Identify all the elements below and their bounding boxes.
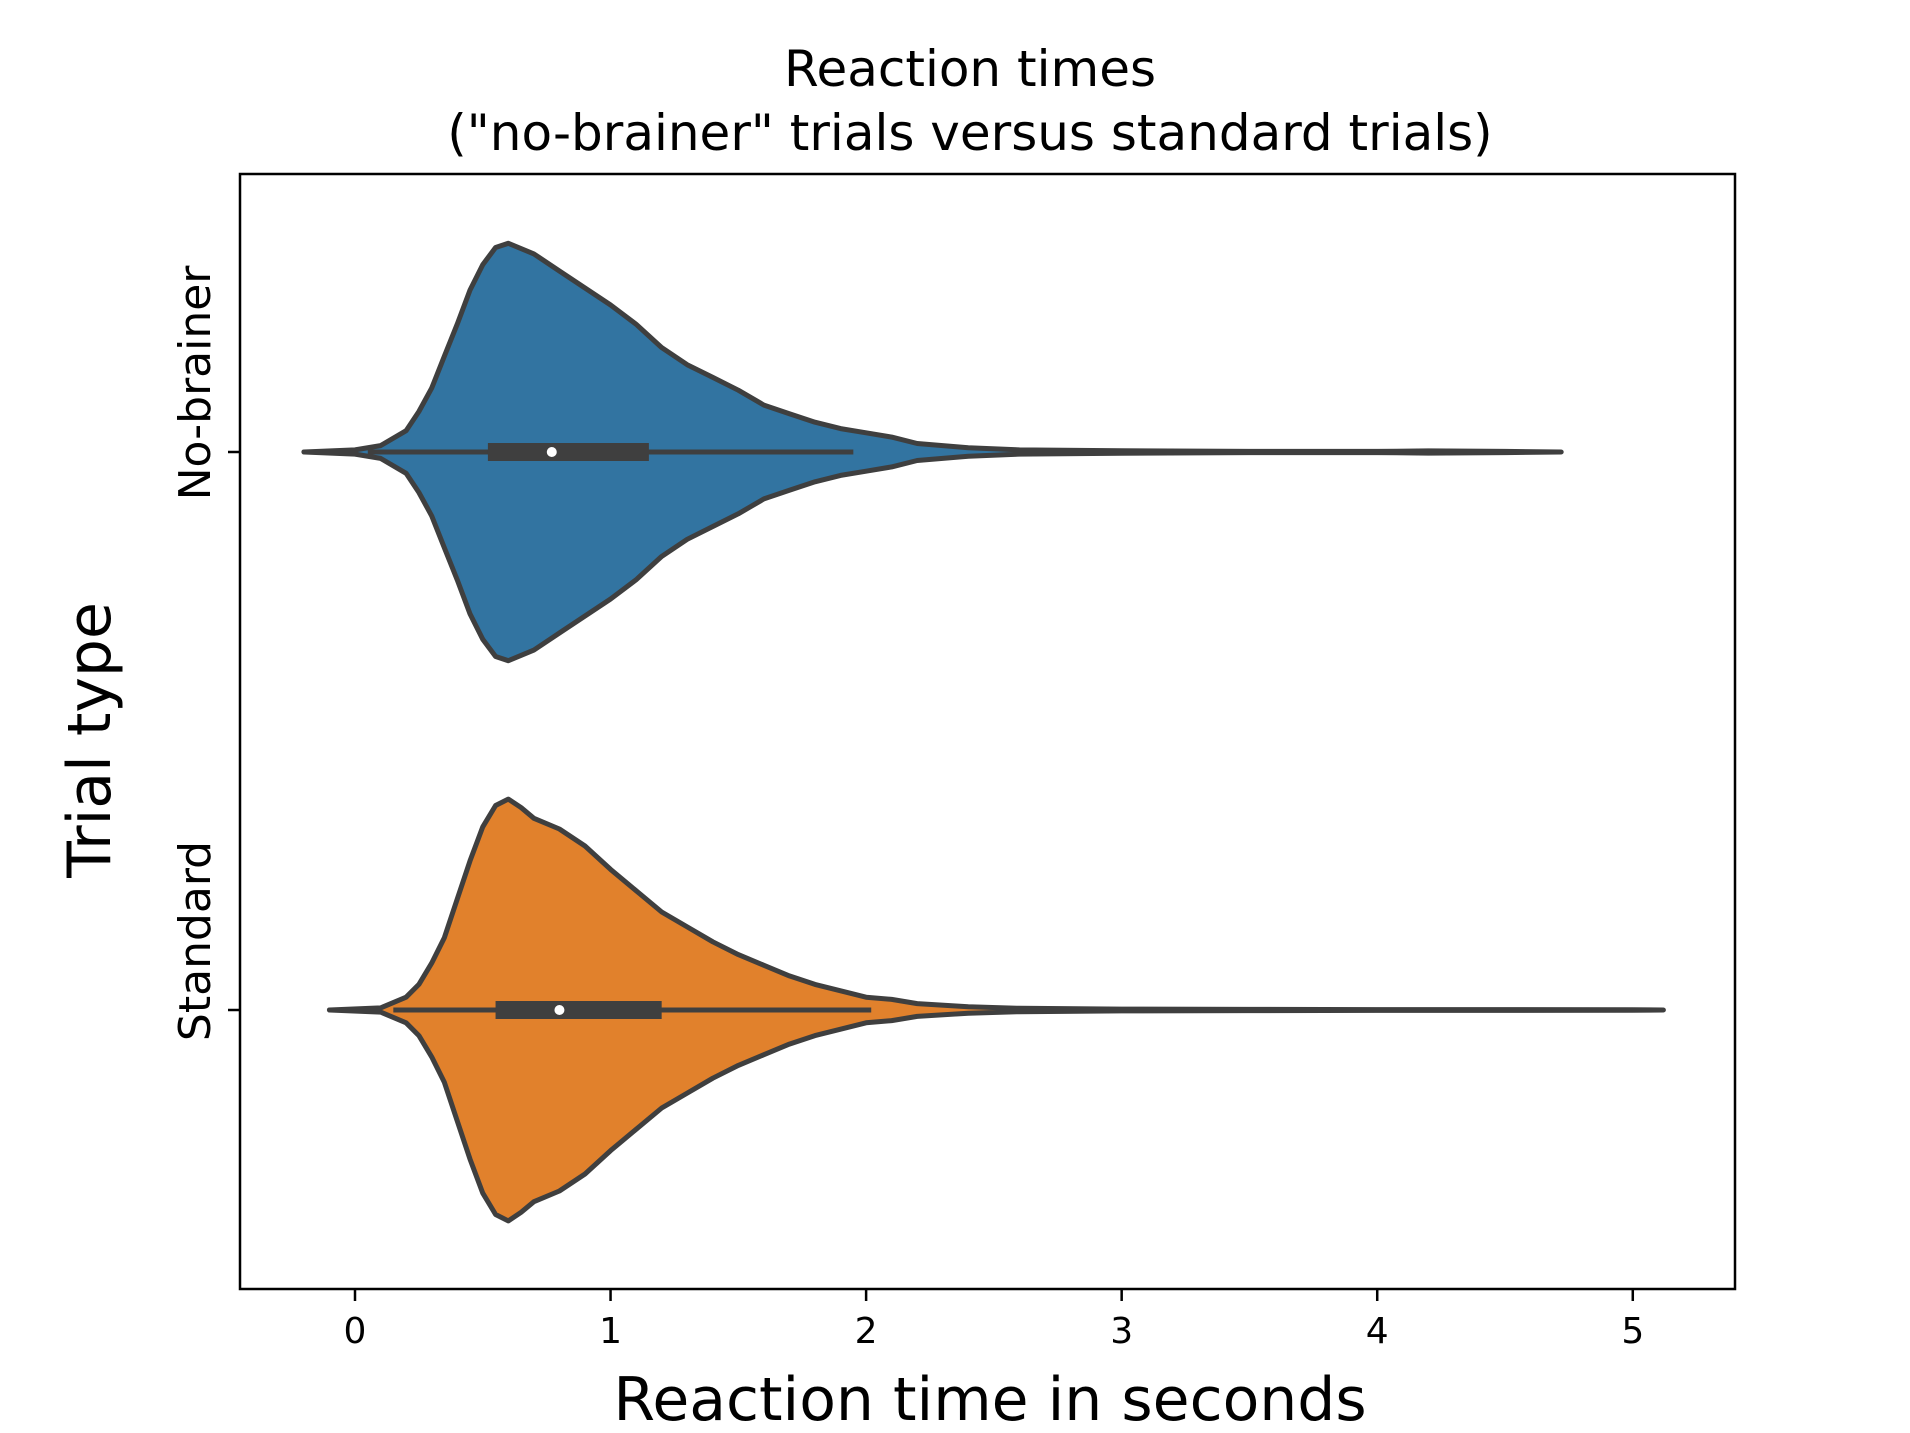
- x-axis-label: Reaction time in seconds: [613, 1365, 1366, 1433]
- y-axis-ticks: No-brainer Standard: [170, 265, 240, 1041]
- plot-frame: [238, 172, 1737, 1291]
- x-tick-label: 2: [855, 1311, 878, 1352]
- x-tick-label: 5: [1621, 1311, 1644, 1352]
- x-axis-ticks: 0 1 2 3 4 5: [344, 1289, 1644, 1352]
- x-tick-label: 4: [1366, 1311, 1389, 1352]
- violin-no-brainer: [301, 240, 1564, 664]
- iqr-box-standard: [495, 1001, 662, 1019]
- y-tick-label: Standard: [170, 841, 221, 1041]
- iqr-box-no-brainer: [487, 443, 649, 461]
- chart-title-line-1: Reaction times: [784, 40, 1156, 98]
- y-axis-label: Trial type: [55, 602, 125, 879]
- violin-standard: [326, 796, 1666, 1224]
- y-tick-label: No-brainer: [170, 265, 221, 501]
- median-dot-standard: [554, 1005, 565, 1015]
- median-dot-no-brainer: [546, 447, 557, 457]
- violin-layer: [301, 240, 1666, 1224]
- x-tick-label: 3: [1110, 1311, 1133, 1352]
- x-tick-label: 1: [599, 1311, 622, 1352]
- chart-title-line-2: ("no-brainer" trials versus standard tri…: [447, 104, 1492, 162]
- x-tick-label: 0: [344, 1311, 367, 1352]
